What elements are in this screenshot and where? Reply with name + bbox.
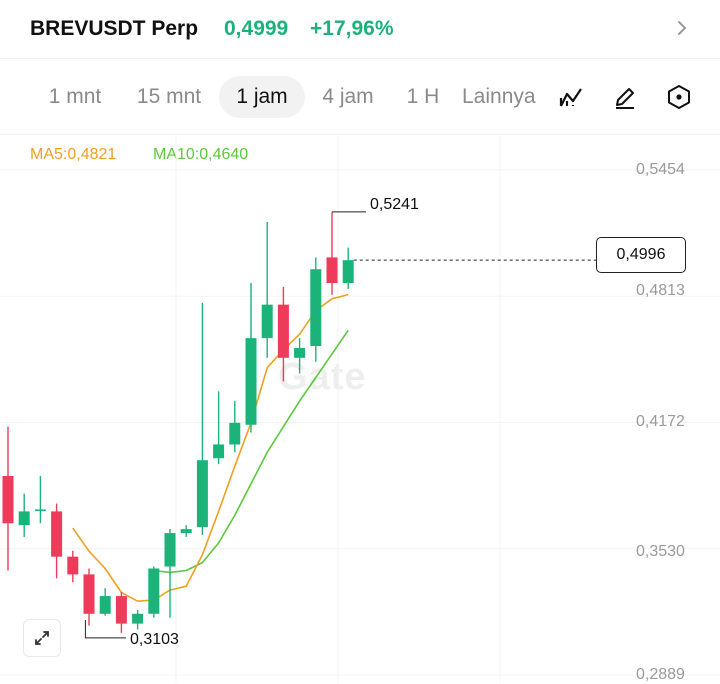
pair-name: BREVUSDT Perp — [30, 17, 199, 40]
tab-15-mnt[interactable]: 15 mnt — [136, 85, 202, 108]
chevron-right-icon[interactable] — [672, 16, 692, 40]
candle-down — [2, 475, 14, 524]
y-tick-label: 0,4813 — [636, 282, 685, 299]
candle-up — [342, 260, 354, 284]
low-leader-line — [84, 619, 126, 639]
expand-icon — [35, 631, 49, 645]
y-tick-label: 0,5454 — [636, 161, 685, 178]
gate-watermark: Gate — [278, 356, 367, 398]
candle-up — [229, 422, 241, 445]
market-header[interactable]: BREVUSDT Perp 0,4999 +17,96% — [0, 0, 720, 59]
candle-down — [51, 511, 63, 557]
tab-lainnya[interactable]: Lainnya — [462, 85, 536, 108]
tab-1-mnt[interactable]: 1 mnt — [48, 85, 102, 108]
candle-up — [34, 509, 46, 511]
candle-up — [310, 269, 322, 347]
candlestick-chart[interactable] — [0, 134, 720, 683]
indicator-icon[interactable] — [558, 84, 584, 110]
pencil-icon[interactable] — [612, 84, 638, 110]
candle-up — [132, 613, 144, 624]
interval-tabs: 1 mnt 15 mnt 1 jam 4 jam 1 H Lainnya — [0, 58, 720, 135]
settings-icon[interactable] — [666, 84, 692, 110]
y-tick-label: 0,2889 — [636, 666, 685, 683]
candle-up — [148, 568, 160, 614]
candle-up — [180, 529, 192, 534]
price-change: +17,96% — [310, 17, 394, 40]
y-tick-label: 0,3530 — [636, 543, 685, 560]
expand-chart-button[interactable] — [23, 619, 61, 657]
candle-down — [115, 596, 127, 624]
candle-up — [245, 338, 257, 425]
tab-4-jam[interactable]: 4 jam — [322, 85, 374, 108]
ma5-line — [72, 293, 349, 602]
y-tick-label: 0,4172 — [636, 413, 685, 430]
candle-down — [67, 556, 79, 575]
last-price: 0,4999 — [224, 17, 289, 40]
ma5-label: MA5:0,4821 — [30, 146, 117, 163]
high-price-label: 0,5241 — [370, 196, 419, 213]
candle-down — [326, 257, 338, 284]
candle-up — [196, 460, 208, 528]
tab-1-jam[interactable]: 1 jam — [219, 76, 305, 118]
ma10-label: MA10:0,4640 — [153, 146, 249, 163]
low-price-label: 0,3103 — [130, 631, 179, 648]
candle-up — [294, 347, 306, 358]
candle-up — [164, 533, 176, 567]
candle-down — [277, 304, 289, 358]
candle-up — [213, 444, 225, 459]
candle-up — [261, 304, 273, 339]
candle-down — [83, 574, 95, 614]
ma10-line — [153, 329, 349, 574]
candle-up — [99, 596, 111, 614]
tab-1-h[interactable]: 1 H — [406, 85, 440, 108]
candle-up — [18, 511, 30, 526]
current-price-tag: 0,4996 — [596, 237, 686, 273]
